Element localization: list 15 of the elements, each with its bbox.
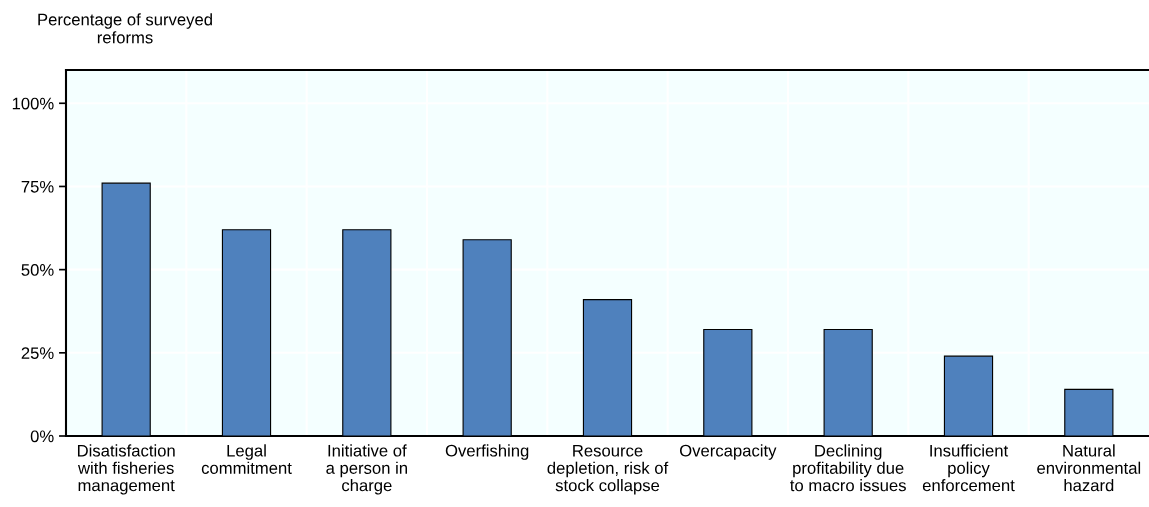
x-tick-label: Insufficient policy enforcement (922, 444, 1015, 492)
x-tick-label: Natural environmental hazard (1037, 444, 1141, 492)
x-tick-label: Declining profitability due to macro issues (790, 444, 906, 492)
y-tick-label: 25% (21, 347, 54, 360)
y-tick-label: 75% (21, 180, 54, 193)
x-tick-label: Overfishing (445, 444, 529, 460)
x-tick-label: Resource depletion, risk of stock collapse (547, 444, 669, 495)
x-tick-label: Disatisfaction with fisheries management (77, 444, 175, 495)
y-tick-label: 0% (30, 430, 54, 443)
y-tick-label: 100% (12, 97, 54, 110)
x-tick-label: Legal commitment (201, 444, 292, 474)
x-tick-label: Initiative of a person in charge (326, 444, 407, 495)
y-axis-title: Percentage of surveyed reforms (38, 13, 212, 44)
x-tick-label: Overcapacity (680, 444, 777, 460)
y-tick-label: 50% (21, 264, 54, 276)
